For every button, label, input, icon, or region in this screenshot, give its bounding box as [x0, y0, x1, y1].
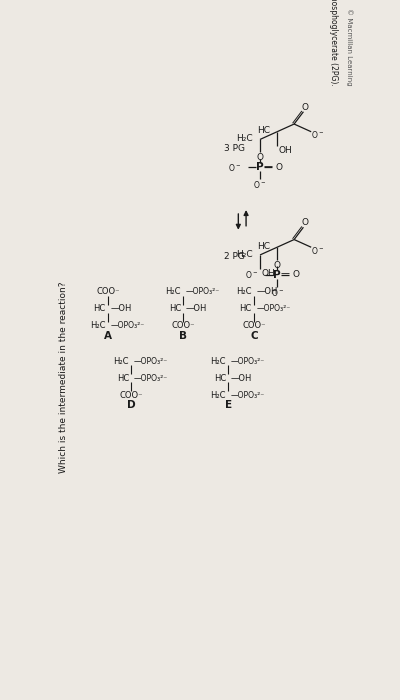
Text: H₂C: H₂C [236, 250, 252, 259]
Text: O: O [275, 162, 282, 172]
Text: —OPO₃²⁻: —OPO₃²⁻ [134, 357, 168, 365]
Text: —OH: —OH [256, 288, 278, 296]
Text: 2 PG: 2 PG [224, 252, 244, 261]
Text: COO⁻: COO⁻ [120, 391, 143, 400]
Text: C: C [250, 331, 258, 341]
Text: COO⁻: COO⁻ [172, 321, 195, 330]
Text: O: O [302, 103, 308, 111]
Text: OH: OH [279, 146, 292, 155]
Text: O: O [292, 270, 299, 279]
Text: P: P [273, 270, 281, 280]
Text: A: A [104, 331, 112, 341]
Text: —OPO₃²⁻: —OPO₃²⁻ [230, 391, 265, 400]
Text: —OPO₃²⁻: —OPO₃²⁻ [230, 357, 265, 365]
Text: H₂C: H₂C [236, 288, 252, 296]
Text: H₂C: H₂C [90, 321, 106, 330]
Text: HC: HC [169, 304, 181, 314]
Text: P: P [256, 162, 264, 172]
Text: COO⁻: COO⁻ [96, 288, 120, 296]
Text: O: O [302, 218, 308, 227]
Text: —OPO₃²⁻: —OPO₃²⁻ [110, 321, 145, 330]
Text: H₂C: H₂C [166, 288, 181, 296]
Text: E: E [225, 400, 232, 410]
Text: H₂C: H₂C [236, 134, 252, 144]
Text: Which is the intermediate in the reaction?: Which is the intermediate in the reactio… [59, 281, 68, 473]
Text: B: B [179, 331, 187, 341]
Text: O: O [256, 153, 264, 162]
Text: HC: HC [257, 242, 270, 251]
Text: 3 PG: 3 PG [224, 144, 244, 153]
Text: H₂C: H₂C [210, 357, 226, 365]
Text: COO⁻: COO⁻ [242, 321, 266, 330]
Text: H₂C: H₂C [114, 357, 129, 365]
Text: HC: HC [257, 127, 270, 136]
Text: O$^-$: O$^-$ [311, 130, 324, 140]
Text: —OPO₃²⁻: —OPO₃²⁻ [134, 374, 168, 383]
Text: —OPO₃²⁻: —OPO₃²⁻ [256, 304, 290, 314]
Text: —OH: —OH [186, 304, 207, 314]
Text: © Macmillan Learning: © Macmillan Learning [346, 8, 353, 85]
Text: D: D [127, 400, 136, 410]
Text: O$^-$: O$^-$ [228, 162, 242, 173]
Text: O$^-$: O$^-$ [245, 270, 258, 281]
Text: O$^-$: O$^-$ [311, 245, 324, 255]
Text: —OPO₃²⁻: —OPO₃²⁻ [186, 288, 220, 296]
Text: O: O [274, 261, 280, 270]
Text: HC: HC [117, 374, 129, 383]
Text: O$^-$: O$^-$ [254, 179, 266, 190]
Text: HC: HC [239, 304, 252, 314]
Text: Phosphoglycerate mutase catalyzes the conversion of 3-phosphoglycerate (3PG) to : Phosphoglycerate mutase catalyzes the co… [329, 0, 338, 85]
Text: H₂C: H₂C [210, 391, 226, 400]
Text: —OH: —OH [110, 304, 132, 314]
Text: O$^-$: O$^-$ [270, 287, 284, 298]
Text: HC: HC [214, 374, 226, 383]
Text: OH: OH [262, 269, 275, 278]
Text: —OH: —OH [230, 374, 252, 383]
Text: HC: HC [94, 304, 106, 314]
